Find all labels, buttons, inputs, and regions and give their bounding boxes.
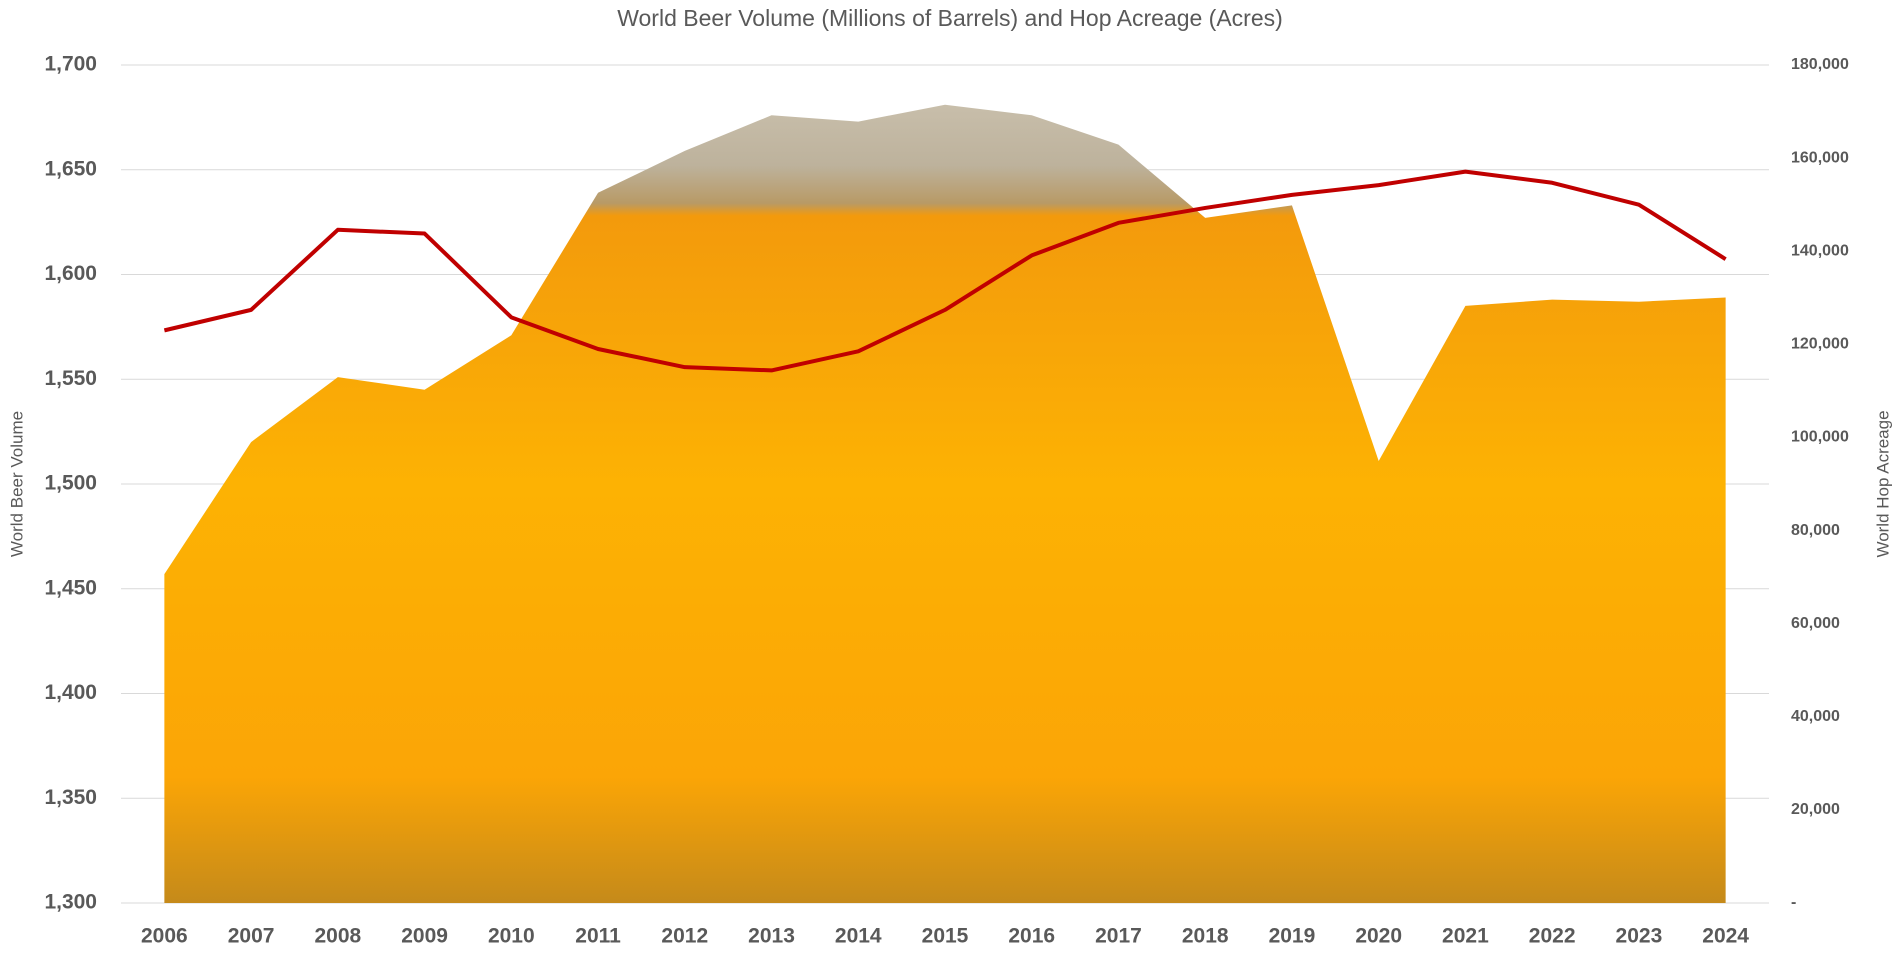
y-tick-label: 1,650	[44, 157, 97, 180]
y-tick-label: 1,700	[44, 53, 97, 76]
x-tick-label: 2010	[488, 925, 535, 948]
y-tick-label: 1,600	[44, 262, 97, 285]
y-tick-label: 1,450	[44, 576, 97, 599]
y2-tick-label: 100,000	[1791, 429, 1849, 446]
x-tick-label: 2012	[661, 925, 708, 948]
x-tick-label: 2019	[1269, 925, 1316, 948]
x-tick-label: 2022	[1529, 925, 1576, 948]
y2-tick-label: -	[1791, 894, 1796, 911]
chart-title: World Beer Volume (Millions of Barrels) …	[617, 5, 1283, 31]
y-tick-label: 1,550	[44, 367, 97, 390]
y2-tick-label: 120,000	[1791, 336, 1849, 353]
y2-tick-label: 40,000	[1791, 708, 1840, 725]
x-tick-label: 2015	[922, 925, 969, 948]
x-tick-label: 2018	[1182, 925, 1229, 948]
x-tick-label: 2006	[141, 925, 188, 948]
x-tick-label: 2016	[1008, 925, 1055, 948]
y-axis-title: World Beer Volume	[7, 411, 26, 557]
x-tick-label: 2007	[228, 925, 275, 948]
x-tick-label: 2008	[314, 925, 361, 948]
y-tick-label: 1,350	[44, 786, 97, 809]
x-tick-label: 2011	[575, 925, 621, 948]
y-tick-label: 1,400	[44, 681, 97, 704]
x-tick-label: 2013	[748, 925, 795, 948]
y2-tick-label: 140,000	[1791, 242, 1849, 259]
x-tick-label: 2023	[1616, 925, 1663, 948]
x-tick-label: 2009	[401, 925, 448, 948]
x-tick-label: 2020	[1355, 925, 1402, 948]
x-tick-label: 2014	[835, 925, 882, 948]
y2-tick-label: 20,000	[1791, 801, 1840, 818]
x-tick-label: 2021	[1442, 925, 1489, 948]
y2-tick-label: 60,000	[1791, 615, 1840, 632]
x-tick-label: 2024	[1702, 925, 1749, 948]
y-tick-label: 1,500	[44, 472, 97, 495]
x-tick-label: 2017	[1095, 925, 1142, 948]
y2-tick-label: 180,000	[1791, 56, 1849, 73]
y-tick-label: 1,300	[44, 891, 97, 914]
y2-tick-label: 160,000	[1791, 149, 1849, 166]
area	[164, 105, 1725, 903]
y2-axis-title: World Hop Acreage	[1873, 410, 1892, 557]
chart: World Beer Volume (Millions of Barrels) …	[0, 0, 1900, 954]
y2-tick-label: 80,000	[1791, 522, 1840, 539]
